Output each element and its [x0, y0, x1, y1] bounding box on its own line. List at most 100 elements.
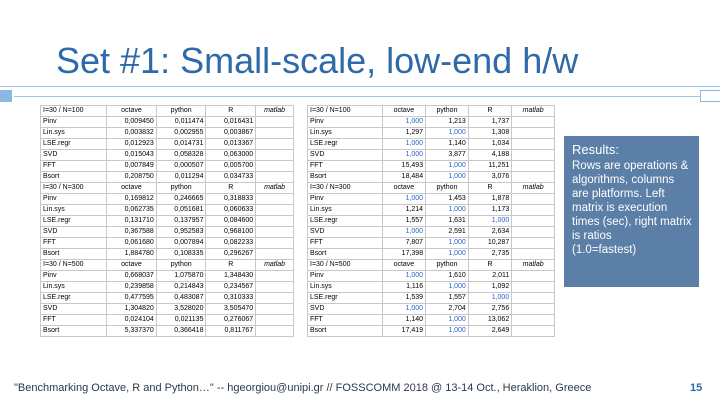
- table-cell: [255, 149, 294, 161]
- table-cell: 0,051681: [155, 204, 207, 216]
- table-cell: 0,084600: [205, 215, 257, 227]
- table-row: LSE.regr 1,000 1,140 1,034: [307, 138, 555, 150]
- table-cell: [511, 138, 555, 150]
- table-cell: 0,246665: [155, 193, 207, 205]
- table-cell: 0,082233: [205, 237, 257, 249]
- table-cell: 1,000: [425, 314, 469, 326]
- table-row: Lin.sys 1,116 1,000 1,092: [307, 281, 555, 293]
- table-cell: 1,557: [381, 215, 427, 227]
- table-cell: [511, 314, 555, 326]
- block-label: I=30 / N=500: [307, 259, 383, 271]
- row-label: FFT: [39, 160, 108, 172]
- column-header: octave: [106, 182, 157, 194]
- table-cell: 17,398: [381, 248, 427, 260]
- block-label: I=30 / N=300: [307, 182, 383, 194]
- results-cut: [564, 287, 699, 292]
- column-header: R: [467, 259, 513, 271]
- table-cell: 1,000: [381, 303, 427, 315]
- row-label: LSE.regr: [39, 215, 108, 227]
- table-cell: 1,034: [467, 138, 513, 150]
- column-header: python: [155, 259, 207, 271]
- block-label: I=30 / N=500: [39, 259, 108, 271]
- table-cell: [511, 215, 555, 227]
- table-cell: 0,013367: [205, 138, 257, 150]
- table-row: Bsort 18,484 1,000 3,076: [307, 171, 555, 183]
- table-cell: [511, 270, 555, 282]
- table-cell: [511, 292, 555, 304]
- row-label: Bsort: [39, 325, 108, 337]
- table-cell: 1,092: [467, 281, 513, 293]
- block-label: I=30 / N=100: [39, 105, 108, 117]
- table-cell: 0,811767: [205, 325, 257, 337]
- table-cell: 0,024104: [106, 314, 157, 326]
- table-row: SVD 1,000 2,591 2,634: [307, 226, 555, 238]
- table-row: Bsort 17,398 1,000 2,735: [307, 248, 555, 260]
- table-cell: 0,011294: [155, 171, 207, 183]
- table-cell: 3,505470: [205, 303, 257, 315]
- row-label: FFT: [307, 314, 383, 326]
- column-header: R: [205, 105, 257, 117]
- table-cell: 1,000: [425, 281, 469, 293]
- table-cell: 3,528020: [155, 303, 207, 315]
- results-body: Rows are operations & algorithms, column…: [572, 160, 692, 242]
- table-row: SVD 1,304820 3,528020 3,505470: [39, 303, 294, 315]
- column-header: octave: [381, 182, 427, 194]
- table-cell: 0,002955: [155, 127, 207, 139]
- table-cell: [511, 171, 555, 183]
- table-cell: 2,634: [467, 226, 513, 238]
- table-row: Pinv 1,000 1,610 2,011: [307, 270, 555, 282]
- table-cell: 1,000: [425, 248, 469, 260]
- table-cell: 1,297: [381, 127, 427, 139]
- table-cell: [511, 237, 555, 249]
- table-cell: 3,877: [425, 149, 469, 161]
- table-row: Pinv 0,169812 0,246665 0,318833: [39, 193, 294, 205]
- table-cell: 1,539: [381, 292, 427, 304]
- table-cell: 0,007894: [155, 237, 207, 249]
- accent-corner: [700, 90, 720, 102]
- column-header: matlab: [511, 259, 555, 271]
- table-cell: 1,000: [381, 270, 427, 282]
- table-cell: [255, 171, 294, 183]
- table-cell: [255, 193, 294, 205]
- table-cell: 1,000: [381, 226, 427, 238]
- row-label: SVD: [39, 226, 108, 238]
- table-cell: 1,000: [425, 171, 469, 183]
- table-cell: [511, 160, 555, 172]
- block-label: I=30 / N=300: [39, 182, 108, 194]
- row-label: Pinv: [307, 193, 383, 205]
- table-cell: 0,296267: [205, 248, 257, 260]
- table-cell: 0,003867: [205, 127, 257, 139]
- table-cell: 1,140: [425, 138, 469, 150]
- table-cell: 1,000: [467, 292, 513, 304]
- content-frame-line: [14, 96, 700, 97]
- table-cell: [255, 281, 294, 293]
- table-cell: 1,000: [425, 237, 469, 249]
- table-cell: 0,169812: [106, 193, 157, 205]
- row-label: FFT: [307, 160, 383, 172]
- table-cell: 0,477595: [106, 292, 157, 304]
- table-row: Lin.sys 0,062735 0,051681 0,060633: [39, 204, 294, 216]
- table-row: FFT 0,061680 0,007894 0,082233: [39, 237, 294, 249]
- row-label: Pinv: [307, 270, 383, 282]
- column-header: octave: [106, 105, 157, 117]
- page-number: 15: [690, 382, 703, 394]
- row-label: Pinv: [39, 193, 108, 205]
- table-cell: 1,000: [425, 127, 469, 139]
- column-header: python: [155, 182, 207, 194]
- row-label: Lin.sys: [307, 204, 383, 216]
- accent-square: [0, 90, 12, 102]
- table-cell: 1,308: [467, 127, 513, 139]
- table-cell: 2,011: [467, 270, 513, 282]
- table-cell: 2,704: [425, 303, 469, 315]
- table-row: SVD 1,000 2,704 2,756: [307, 303, 555, 315]
- table-cell: [511, 204, 555, 216]
- row-label: FFT: [307, 237, 383, 249]
- table-row: Bsort 5,337370 0,366418 0,811767: [39, 325, 294, 337]
- slide-title: Set #1: Small-scale, low-end h/w: [56, 40, 579, 81]
- table-cell: [255, 237, 294, 249]
- column-header: R: [467, 182, 513, 194]
- table-cell: 1,557: [425, 292, 469, 304]
